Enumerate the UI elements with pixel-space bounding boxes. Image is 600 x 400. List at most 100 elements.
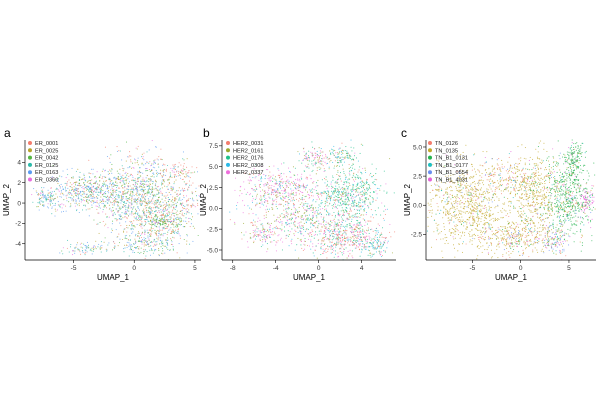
scatter-point [77, 191, 79, 193]
scatter-point [350, 196, 353, 198]
scatter-point [463, 181, 465, 183]
scatter-point [340, 248, 342, 250]
scatter-point [314, 152, 317, 154]
scatter-point [160, 204, 162, 206]
scatter-point [303, 170, 305, 172]
scatter-point [360, 236, 362, 239]
scatter-point [84, 184, 86, 186]
scatter-point [56, 188, 58, 190]
scatter-point [176, 170, 178, 172]
scatter-point [351, 244, 353, 246]
scatter-point [372, 182, 374, 184]
scatter-point [357, 194, 359, 196]
scatter-point [137, 198, 139, 200]
scatter-point [178, 198, 180, 200]
scatter-point [99, 207, 101, 209]
scatter-point [269, 229, 272, 231]
scatter-point [102, 198, 104, 200]
scatter-point [381, 202, 383, 204]
scatter-point [165, 219, 167, 221]
scatter-point [311, 188, 313, 190]
scatter-point [138, 167, 141, 169]
scatter-point [290, 222, 292, 224]
scatter-point [146, 210, 148, 212]
scatter-point [156, 211, 158, 214]
scatter-point [135, 213, 137, 215]
scatter-point [290, 188, 292, 190]
scatter-point [312, 224, 314, 226]
scatter-point [313, 189, 315, 191]
scatter-point [45, 200, 47, 202]
scatter-point [166, 186, 168, 188]
scatter-point [375, 227, 377, 230]
scatter-point [352, 193, 355, 195]
scatter-point [265, 239, 267, 241]
scatter-point [332, 161, 334, 163]
scatter-point [113, 247, 115, 249]
scatter-point [86, 245, 88, 247]
scatter-point [307, 228, 309, 230]
scatter-point [92, 193, 95, 195]
scatter-point [142, 238, 144, 241]
scatter-point [137, 172, 139, 174]
scatter-point [357, 234, 359, 236]
scatter-point [312, 199, 314, 201]
scatter-point [268, 193, 270, 195]
scatter-point [128, 255, 130, 257]
scatter-point [269, 227, 271, 229]
scatter-point [334, 242, 336, 244]
scatter-point [274, 190, 276, 193]
scatter-point [81, 190, 83, 192]
scatter-point [165, 168, 167, 170]
scatter-point [347, 240, 349, 242]
scatter-point [272, 189, 274, 191]
scatter-point [293, 205, 295, 207]
y-axis-label: UMAP_2 [199, 183, 208, 216]
scatter-point [99, 201, 101, 203]
legend-swatch [226, 170, 230, 175]
scatter-point [255, 187, 258, 189]
scatter-point [89, 194, 91, 196]
scatter-point [93, 195, 95, 197]
scatter-point [104, 176, 106, 178]
scatter-point [346, 230, 348, 232]
scatter-point [164, 164, 166, 166]
scatter-point [130, 173, 132, 175]
scatter-point [239, 186, 241, 188]
scatter-point [367, 198, 370, 200]
scatter-point [339, 151, 341, 153]
scatter-point [125, 202, 127, 204]
scatter-point [158, 237, 160, 239]
scatter-point [316, 194, 319, 196]
scatter-point [178, 217, 180, 219]
scatter-point [346, 182, 348, 184]
scatter-point [59, 187, 61, 189]
scatter-point [165, 239, 167, 241]
scatter-point [325, 163, 327, 165]
y-tick-label: -5.0 [207, 247, 219, 254]
scatter-point [355, 188, 357, 191]
scatter-point [375, 199, 377, 201]
y-tick-label: 0 [17, 200, 21, 207]
scatter-point [162, 170, 164, 172]
scatter-point [143, 195, 145, 197]
scatter-point [294, 218, 297, 220]
scatter-point [363, 194, 365, 196]
scatter-point [334, 222, 336, 224]
scatter-point [360, 178, 362, 180]
scatter-point [289, 176, 291, 178]
scatter-point [295, 231, 297, 233]
scatter-point [197, 213, 199, 215]
scatter-point [175, 232, 177, 234]
scatter-point [285, 201, 287, 203]
scatter-point [326, 156, 328, 158]
scatter-point [86, 248, 88, 250]
scatter-point [61, 203, 63, 205]
scatter-point [47, 207, 50, 209]
scatter-point [146, 185, 148, 188]
scatter-point [108, 204, 110, 206]
scatter-point [338, 242, 340, 244]
scatter-point [314, 249, 316, 251]
scatter-point [353, 239, 355, 241]
scatter-point [183, 176, 186, 178]
